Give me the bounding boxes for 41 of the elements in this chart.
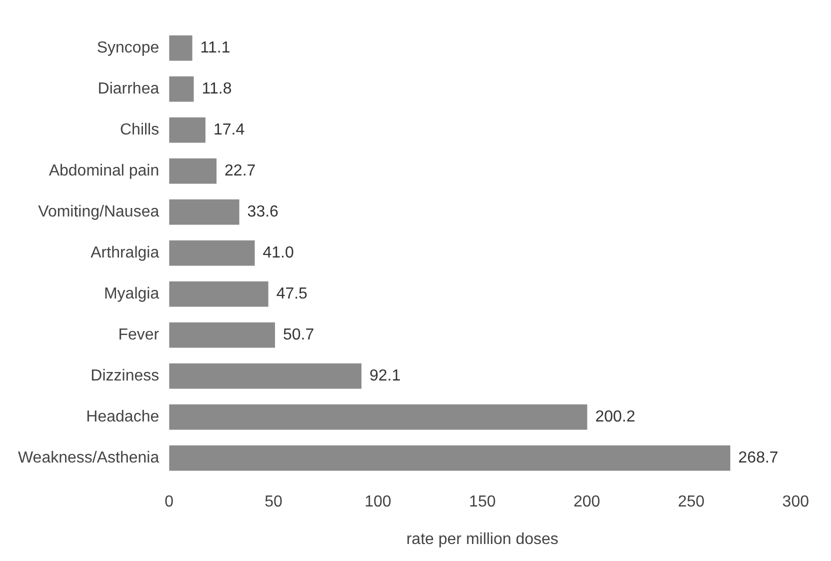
bar [169,404,588,430]
x-tick-label: 250 [678,494,705,511]
x-tick-label: 100 [364,494,392,511]
data-label: 22.7 [224,162,256,180]
y-tick-label: Chills [120,122,160,139]
bar [169,363,362,389]
y-tick-label: Weakness/Asthenia [18,450,160,467]
bar [169,158,217,184]
data-label: 11.8 [202,80,232,98]
bar [169,76,194,102]
data-label: 33.6 [247,204,279,221]
data-label: 92.1 [369,368,401,385]
y-tick-label: Dizziness [90,368,160,385]
y-tick-label: Abdominal pain [48,162,160,180]
data-label: 50.7 [283,326,314,344]
y-tick-label: Arthralgia [90,244,160,262]
bar [169,240,255,266]
data-label: 200.2 [595,408,636,426]
bar [169,35,192,61]
x-axis-title: rate per million doses [406,530,558,548]
bar [169,322,275,348]
y-tick-label: Syncope [96,40,160,57]
bar [169,199,240,225]
x-tick-label: 50 [264,494,283,511]
y-tick-label: Headache [86,408,160,426]
bar [169,445,730,471]
x-tick-label: 200 [573,494,600,511]
data-label: 47.5 [276,286,308,303]
y-tick-label: Fever [118,326,160,344]
y-tick-label: Myalgia [104,286,160,303]
data-label: 17.4 [213,122,245,139]
x-tick-label: 300 [782,494,810,511]
y-tick-label: Diarrhea [98,80,160,98]
bar [169,281,268,307]
y-tick-label: Vomiting/Nausea [38,204,160,221]
data-label: 11.1 [200,40,230,57]
data-label: 41.0 [262,244,294,262]
x-tick-label: 150 [469,494,496,511]
data-label: 268.7 [738,450,778,467]
bar [169,117,206,143]
x-tick-label: 0 [164,494,174,511]
